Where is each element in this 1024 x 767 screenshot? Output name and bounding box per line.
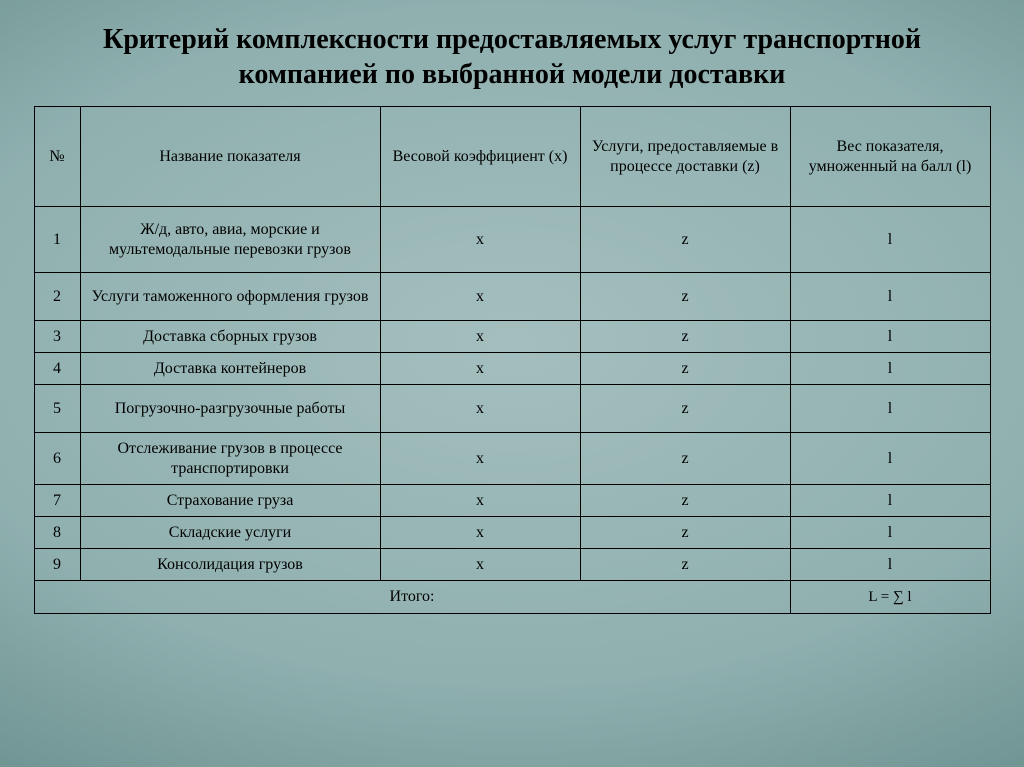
cell-z: z (580, 484, 790, 516)
cell-z: z (580, 385, 790, 433)
cell-x: x (380, 484, 580, 516)
footer-label: Итого: (34, 581, 790, 613)
cell-x: x (380, 516, 580, 548)
col-header-l: Вес показателя, умноженный на балл (l) (790, 107, 990, 207)
cell-l: l (790, 433, 990, 484)
cell-name: Доставка сборных грузов (80, 321, 380, 353)
col-header-number: № (34, 107, 80, 207)
cell-x: x (380, 321, 580, 353)
cell-l: l (790, 385, 990, 433)
cell-name: Консолидация грузов (80, 549, 380, 581)
cell-number: 9 (34, 549, 80, 581)
table-row: 3 Доставка сборных грузов x z l (34, 321, 990, 353)
cell-z: z (580, 516, 790, 548)
cell-name: Ж/д, авто, авиа, морские и мультемодальн… (80, 207, 380, 273)
table-row: 5 Погрузочно-разгрузочные работы x z l (34, 385, 990, 433)
col-header-name: Название показателя (80, 107, 380, 207)
cell-number: 2 (34, 273, 80, 321)
table-body: 1 Ж/д, авто, авиа, морские и мультемодал… (34, 207, 990, 614)
cell-number: 8 (34, 516, 80, 548)
col-header-z: Услуги, предоставляемые в процессе доста… (580, 107, 790, 207)
cell-x: x (380, 207, 580, 273)
cell-x: x (380, 433, 580, 484)
cell-x: x (380, 353, 580, 385)
footer-value: L = ∑ l (790, 581, 990, 613)
cell-name: Отслеживание грузов в процессе транспорт… (80, 433, 380, 484)
cell-l: l (790, 207, 990, 273)
criteria-table: № Название показателя Весовой коэффициен… (34, 106, 991, 614)
cell-name: Складские услуги (80, 516, 380, 548)
cell-x: x (380, 273, 580, 321)
cell-name: Страхование груза (80, 484, 380, 516)
cell-number: 1 (34, 207, 80, 273)
cell-l: l (790, 549, 990, 581)
cell-z: z (580, 353, 790, 385)
col-header-x: Весовой коэффициент (x) (380, 107, 580, 207)
cell-z: z (580, 321, 790, 353)
cell-number: 6 (34, 433, 80, 484)
table-header-row: № Название показателя Весовой коэффициен… (34, 107, 990, 207)
cell-x: x (380, 549, 580, 581)
cell-number: 3 (34, 321, 80, 353)
cell-l: l (790, 321, 990, 353)
cell-number: 7 (34, 484, 80, 516)
table-footer-row: Итого: L = ∑ l (34, 581, 990, 613)
table-row: 4 Доставка контейнеров x z l (34, 353, 990, 385)
cell-name: Погрузочно-разгрузочные работы (80, 385, 380, 433)
cell-z: z (580, 433, 790, 484)
cell-l: l (790, 516, 990, 548)
cell-z: z (580, 273, 790, 321)
cell-number: 4 (34, 353, 80, 385)
cell-z: z (580, 549, 790, 581)
table-row: 8 Складские услуги x z l (34, 516, 990, 548)
table-row: 2 Услуги таможенного оформления грузов x… (34, 273, 990, 321)
cell-l: l (790, 273, 990, 321)
cell-name: Доставка контейнеров (80, 353, 380, 385)
table-row: 6 Отслеживание грузов в процессе транспо… (34, 433, 990, 484)
cell-name: Услуги таможенного оформления грузов (80, 273, 380, 321)
cell-z: z (580, 207, 790, 273)
cell-l: l (790, 484, 990, 516)
table-row: 1 Ж/д, авто, авиа, морские и мультемодал… (34, 207, 990, 273)
table-row: 7 Страхование груза x z l (34, 484, 990, 516)
cell-l: l (790, 353, 990, 385)
cell-x: x (380, 385, 580, 433)
page-title: Критерий комплексности предоставляемых у… (42, 22, 982, 92)
table-row: 9 Консолидация грузов x z l (34, 549, 990, 581)
cell-number: 5 (34, 385, 80, 433)
